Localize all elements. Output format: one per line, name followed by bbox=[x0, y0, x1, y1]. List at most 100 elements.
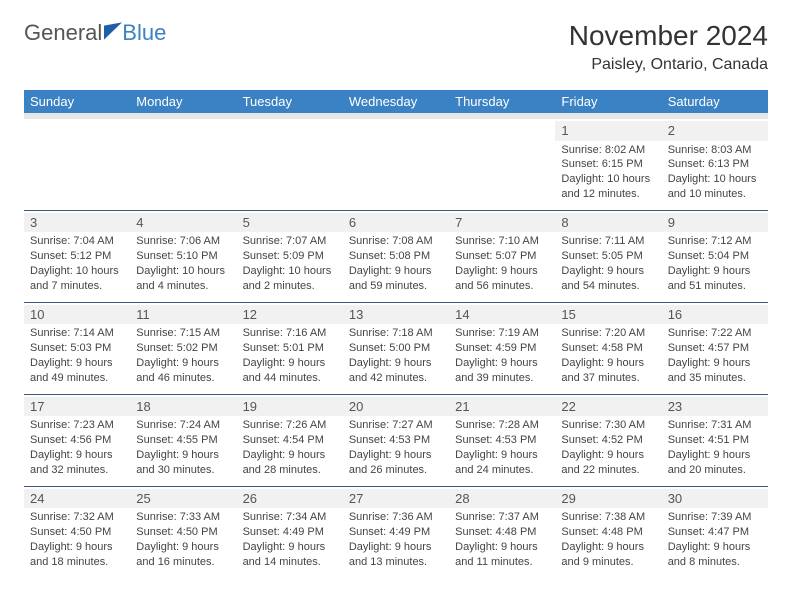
day-detail: Sunrise: 7:07 AMSunset: 5:09 PMDaylight:… bbox=[243, 234, 337, 293]
day-number: 6 bbox=[343, 213, 449, 233]
day-line-sunrise: Sunrise: 7:10 AM bbox=[455, 234, 549, 249]
day-line-sunset: Sunset: 4:48 PM bbox=[455, 525, 549, 540]
day-line-sunset: Sunset: 4:51 PM bbox=[668, 433, 762, 448]
day-detail: Sunrise: 7:19 AMSunset: 4:59 PMDaylight:… bbox=[455, 326, 549, 385]
day-line-sunset: Sunset: 4:58 PM bbox=[561, 341, 655, 356]
day-line-day2: and 54 minutes. bbox=[561, 279, 655, 294]
calendar-day-cell: 7Sunrise: 7:10 AMSunset: 5:07 PMDaylight… bbox=[449, 210, 555, 302]
day-line-day1: Daylight: 9 hours bbox=[455, 264, 549, 279]
day-number: 26 bbox=[237, 489, 343, 509]
day-detail: Sunrise: 7:32 AMSunset: 4:50 PMDaylight:… bbox=[30, 510, 124, 569]
calendar-day-cell: 25Sunrise: 7:33 AMSunset: 4:50 PMDayligh… bbox=[130, 486, 236, 577]
day-line-sunset: Sunset: 4:55 PM bbox=[136, 433, 230, 448]
day-detail: Sunrise: 7:14 AMSunset: 5:03 PMDaylight:… bbox=[30, 326, 124, 385]
day-header: Thursday bbox=[449, 90, 555, 116]
day-line-sunrise: Sunrise: 7:24 AM bbox=[136, 418, 230, 433]
calendar-day-cell: 3Sunrise: 7:04 AMSunset: 5:12 PMDaylight… bbox=[24, 210, 130, 302]
day-line-day1: Daylight: 9 hours bbox=[349, 448, 443, 463]
logo-word-2: Blue bbox=[122, 20, 166, 46]
day-line-sunset: Sunset: 4:48 PM bbox=[561, 525, 655, 540]
calendar-day-cell bbox=[24, 116, 130, 210]
day-line-sunrise: Sunrise: 7:39 AM bbox=[668, 510, 762, 525]
day-line-day2: and 30 minutes. bbox=[136, 463, 230, 478]
day-line-sunrise: Sunrise: 7:28 AM bbox=[455, 418, 549, 433]
calendar-day-cell: 23Sunrise: 7:31 AMSunset: 4:51 PMDayligh… bbox=[662, 394, 768, 486]
day-line-day2: and 4 minutes. bbox=[136, 279, 230, 294]
day-line-sunrise: Sunrise: 7:18 AM bbox=[349, 326, 443, 341]
day-line-sunrise: Sunrise: 7:08 AM bbox=[349, 234, 443, 249]
calendar-day-cell: 11Sunrise: 7:15 AMSunset: 5:02 PMDayligh… bbox=[130, 302, 236, 394]
calendar-day-cell: 16Sunrise: 7:22 AMSunset: 4:57 PMDayligh… bbox=[662, 302, 768, 394]
day-line-sunset: Sunset: 4:53 PM bbox=[455, 433, 549, 448]
day-line-day1: Daylight: 10 hours bbox=[668, 172, 762, 187]
day-line-day2: and 20 minutes. bbox=[668, 463, 762, 478]
calendar-day-cell: 14Sunrise: 7:19 AMSunset: 4:59 PMDayligh… bbox=[449, 302, 555, 394]
day-line-day1: Daylight: 9 hours bbox=[561, 356, 655, 371]
day-line-day1: Daylight: 9 hours bbox=[136, 356, 230, 371]
day-number: 3 bbox=[24, 213, 130, 233]
calendar-day-cell: 28Sunrise: 7:37 AMSunset: 4:48 PMDayligh… bbox=[449, 486, 555, 577]
day-number: 2 bbox=[662, 121, 768, 141]
day-header: Monday bbox=[130, 90, 236, 116]
day-line-sunrise: Sunrise: 7:06 AM bbox=[136, 234, 230, 249]
day-detail: Sunrise: 7:16 AMSunset: 5:01 PMDaylight:… bbox=[243, 326, 337, 385]
day-number: 14 bbox=[449, 305, 555, 325]
location-text: Paisley, Ontario, Canada bbox=[569, 56, 768, 74]
calendar-day-cell: 18Sunrise: 7:24 AMSunset: 4:55 PMDayligh… bbox=[130, 394, 236, 486]
day-line-day2: and 12 minutes. bbox=[561, 187, 655, 202]
calendar-week-row: 17Sunrise: 7:23 AMSunset: 4:56 PMDayligh… bbox=[24, 394, 768, 486]
calendar-day-cell: 2Sunrise: 8:03 AMSunset: 6:13 PMDaylight… bbox=[662, 116, 768, 210]
day-detail: Sunrise: 7:39 AMSunset: 4:47 PMDaylight:… bbox=[668, 510, 762, 569]
page-header: General Blue November 2024 Paisley, Onta… bbox=[24, 20, 768, 74]
calendar-week-row: 3Sunrise: 7:04 AMSunset: 5:12 PMDaylight… bbox=[24, 210, 768, 302]
day-header: Wednesday bbox=[343, 90, 449, 116]
day-line-sunrise: Sunrise: 7:38 AM bbox=[561, 510, 655, 525]
calendar-day-cell: 9Sunrise: 7:12 AMSunset: 5:04 PMDaylight… bbox=[662, 210, 768, 302]
logo-word-1: General bbox=[24, 20, 102, 46]
day-line-day1: Daylight: 9 hours bbox=[349, 356, 443, 371]
calendar-day-cell: 27Sunrise: 7:36 AMSunset: 4:49 PMDayligh… bbox=[343, 486, 449, 577]
day-line-day2: and 32 minutes. bbox=[30, 463, 124, 478]
day-line-day1: Daylight: 10 hours bbox=[30, 264, 124, 279]
day-number: 21 bbox=[449, 397, 555, 417]
day-header: Sunday bbox=[24, 90, 130, 116]
day-detail: Sunrise: 7:37 AMSunset: 4:48 PMDaylight:… bbox=[455, 510, 549, 569]
day-header: Saturday bbox=[662, 90, 768, 116]
calendar-week-row: 1Sunrise: 8:02 AMSunset: 6:15 PMDaylight… bbox=[24, 116, 768, 210]
day-detail: Sunrise: 7:34 AMSunset: 4:49 PMDaylight:… bbox=[243, 510, 337, 569]
day-line-sunset: Sunset: 4:49 PM bbox=[243, 525, 337, 540]
day-line-day1: Daylight: 9 hours bbox=[243, 448, 337, 463]
day-line-sunset: Sunset: 5:07 PM bbox=[455, 249, 549, 264]
day-line-day2: and 10 minutes. bbox=[668, 187, 762, 202]
calendar-day-cell: 30Sunrise: 7:39 AMSunset: 4:47 PMDayligh… bbox=[662, 486, 768, 577]
day-line-day1: Daylight: 9 hours bbox=[455, 448, 549, 463]
day-line-day1: Daylight: 9 hours bbox=[136, 448, 230, 463]
calendar-week-row: 24Sunrise: 7:32 AMSunset: 4:50 PMDayligh… bbox=[24, 486, 768, 577]
day-line-sunrise: Sunrise: 7:04 AM bbox=[30, 234, 124, 249]
calendar-day-cell: 21Sunrise: 7:28 AMSunset: 4:53 PMDayligh… bbox=[449, 394, 555, 486]
day-line-sunrise: Sunrise: 7:16 AM bbox=[243, 326, 337, 341]
day-number: 1 bbox=[555, 121, 661, 141]
day-detail: Sunrise: 7:04 AMSunset: 5:12 PMDaylight:… bbox=[30, 234, 124, 293]
day-line-day1: Daylight: 10 hours bbox=[243, 264, 337, 279]
calendar-day-cell: 5Sunrise: 7:07 AMSunset: 5:09 PMDaylight… bbox=[237, 210, 343, 302]
calendar-thead: SundayMondayTuesdayWednesdayThursdayFrid… bbox=[24, 90, 768, 116]
day-line-sunset: Sunset: 5:02 PM bbox=[136, 341, 230, 356]
day-line-sunset: Sunset: 4:56 PM bbox=[30, 433, 124, 448]
day-line-day2: and 2 minutes. bbox=[243, 279, 337, 294]
day-line-sunset: Sunset: 4:50 PM bbox=[136, 525, 230, 540]
day-line-day2: and 37 minutes. bbox=[561, 371, 655, 386]
day-line-day1: Daylight: 9 hours bbox=[30, 448, 124, 463]
day-number: 13 bbox=[343, 305, 449, 325]
calendar-day-cell: 10Sunrise: 7:14 AMSunset: 5:03 PMDayligh… bbox=[24, 302, 130, 394]
day-number: 12 bbox=[237, 305, 343, 325]
day-line-sunrise: Sunrise: 7:20 AM bbox=[561, 326, 655, 341]
calendar-day-cell: 24Sunrise: 7:32 AMSunset: 4:50 PMDayligh… bbox=[24, 486, 130, 577]
calendar-day-cell: 4Sunrise: 7:06 AMSunset: 5:10 PMDaylight… bbox=[130, 210, 236, 302]
day-detail: Sunrise: 7:30 AMSunset: 4:52 PMDaylight:… bbox=[561, 418, 655, 477]
day-line-sunrise: Sunrise: 7:34 AM bbox=[243, 510, 337, 525]
day-line-sunrise: Sunrise: 7:11 AM bbox=[561, 234, 655, 249]
day-line-day1: Daylight: 9 hours bbox=[243, 540, 337, 555]
day-number: 23 bbox=[662, 397, 768, 417]
day-number: 5 bbox=[237, 213, 343, 233]
